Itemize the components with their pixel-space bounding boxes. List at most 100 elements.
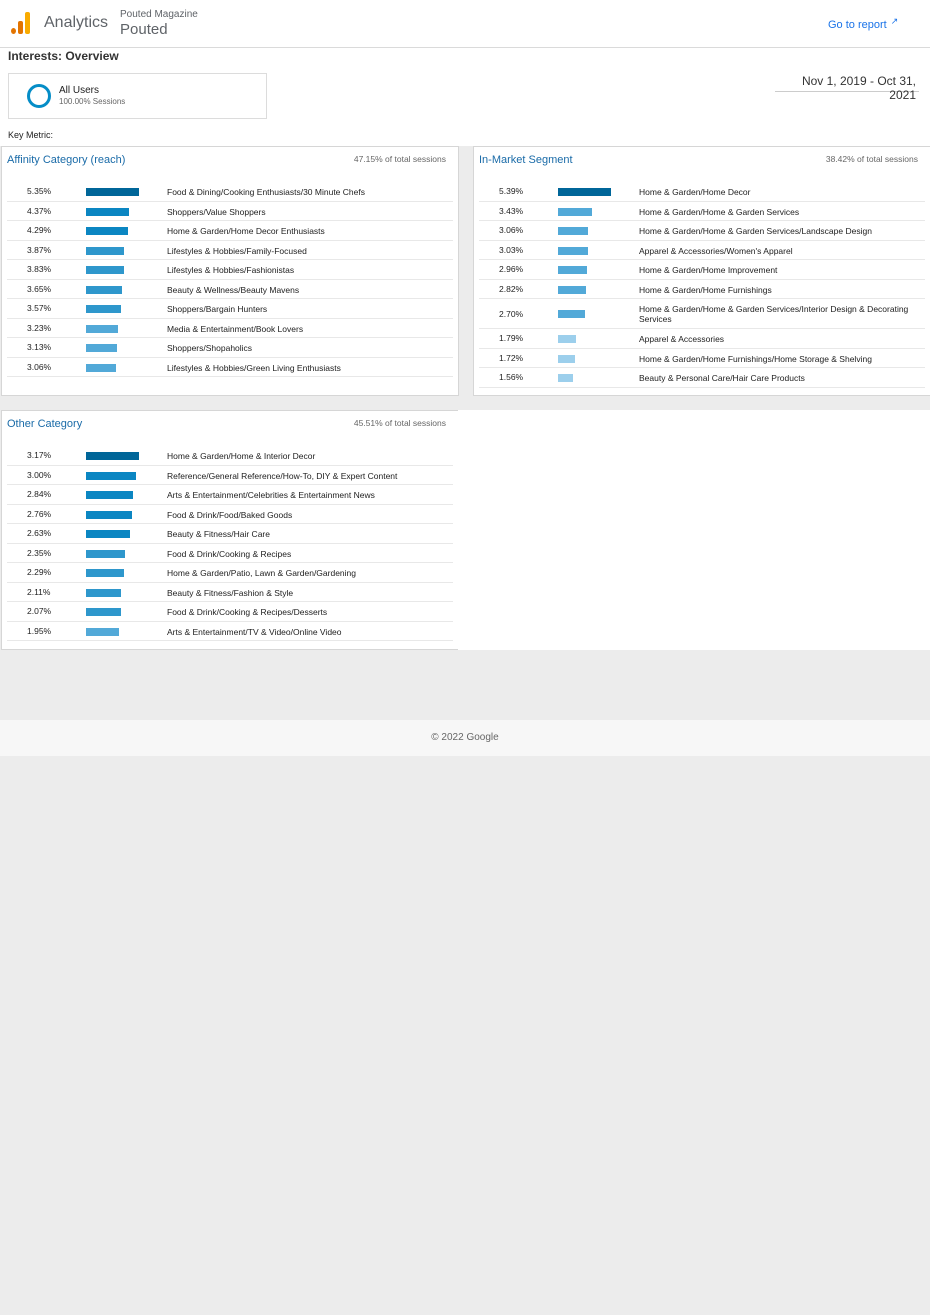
other-share: 45.51% of total sessions bbox=[353, 418, 446, 428]
row-label[interactable]: Beauty & Fitness/Hair Care bbox=[167, 529, 270, 539]
segment-card[interactable]: All Users 100.00% Sessions bbox=[8, 73, 267, 119]
table-row[interactable]: 5.35% Food & Dining/Cooking Enthusiasts/3… bbox=[7, 182, 453, 202]
row-label[interactable]: Shoppers/Shopaholics bbox=[167, 343, 253, 353]
table-row[interactable]: 2.29% Home & Garden/Patio, Lawn & Garden/… bbox=[7, 563, 453, 583]
row-percent: 2.29% bbox=[27, 567, 52, 577]
row-percent: 2.84% bbox=[27, 489, 52, 499]
row-percent: 1.72% bbox=[499, 352, 524, 363]
account-name: Pouted Magazine bbox=[120, 9, 198, 20]
row-label[interactable]: Food & Drink/Food/Baked Goods bbox=[167, 509, 293, 520]
table-row[interactable]: 5.39% Home & Garden/Home Decor bbox=[479, 182, 925, 202]
row-label[interactable]: Home & Garden/Home Furnishings bbox=[639, 284, 772, 295]
row-percent: 3.13% bbox=[27, 342, 52, 352]
table-row[interactable]: 4.29% Home & Garden/Home Decor Enthusiast… bbox=[7, 221, 453, 241]
row-label[interactable]: Beauty & Fitness/Fashion & Style bbox=[167, 587, 294, 598]
table-row[interactable]: 3.06% Home & Garden/Home & Garden Service… bbox=[479, 221, 925, 241]
table-row[interactable]: 3.17% Home & Garden/Home & Interior Decor bbox=[7, 446, 453, 466]
row-bar bbox=[558, 354, 575, 363]
row-bar bbox=[86, 491, 133, 499]
row-label[interactable]: Food & Drink/Cooking & Recipes/Desserts bbox=[167, 607, 328, 617]
row-label[interactable]: Home & Garden/Home Improvement bbox=[639, 265, 778, 275]
row-percent: 3.57% bbox=[27, 303, 52, 313]
table-row[interactable]: 3.23% Media & Entertainment/Book Lovers bbox=[7, 319, 453, 338]
table-row[interactable]: 4.37% Shoppers/Value Shoppers bbox=[7, 202, 453, 221]
table-row[interactable]: 2.96% Home & Garden/Home Improvement bbox=[479, 260, 925, 280]
inmarket-panel: In-Market Segment 38.42% of total sessio… bbox=[473, 146, 930, 396]
row-bar bbox=[86, 569, 124, 577]
product-name[interactable]: Analytics bbox=[44, 14, 109, 31]
row-label[interactable]: Lifestyles & Hobbies/Green Living Enthus… bbox=[167, 362, 341, 373]
table-row[interactable]: 3.43% Home & Garden/Home & Garden Service… bbox=[479, 202, 925, 221]
row-bar bbox=[86, 471, 136, 480]
row-bar bbox=[86, 627, 119, 636]
table-row[interactable]: 2.63% Beauty & Fitness/Hair Care bbox=[7, 524, 453, 544]
affinity-rows: 5.35% Food & Dining/Cooking Enthusiasts/3… bbox=[7, 182, 453, 377]
row-label[interactable]: Home & Garden/Home Decor bbox=[639, 187, 751, 197]
row-label[interactable]: Apparel & Accessories/Women's Apparel bbox=[639, 245, 793, 256]
row-bar bbox=[86, 588, 121, 597]
row-label[interactable]: Home & Garden/Home Decor Enthusiasts bbox=[167, 226, 325, 236]
segment-ring-icon bbox=[27, 84, 51, 108]
row-label[interactable]: Food & Drink/Cooking & Recipes bbox=[167, 548, 292, 559]
row-label[interactable]: Home & Garden/Home & Interior Decor bbox=[167, 451, 316, 461]
row-label[interactable]: Home & Garden/Home & Garden Services/Int… bbox=[639, 304, 909, 324]
row-percent: 3.65% bbox=[27, 283, 52, 294]
table-row[interactable]: 2.70% Home & Garden/Home & Garden Service… bbox=[479, 299, 925, 329]
table-row[interactable]: 2.84% Arts & Entertainment/Celebrities & … bbox=[7, 485, 453, 505]
row-label[interactable]: Media & Entertainment/Book Lovers bbox=[167, 323, 304, 334]
inmarket-panel-title[interactable]: In-Market Segment bbox=[479, 154, 573, 166]
table-row[interactable]: 3.13% Shoppers/Shopaholics bbox=[7, 338, 453, 358]
table-row[interactable]: 3.06% Lifestyles & Hobbies/Green Living E… bbox=[7, 358, 453, 377]
row-percent: 2.70% bbox=[499, 309, 524, 319]
property-name[interactable]: Pouted bbox=[120, 21, 168, 38]
row-percent: 2.07% bbox=[27, 606, 52, 616]
affinity-panel-title[interactable]: Affinity Category (reach) bbox=[7, 154, 126, 166]
other-panel-title[interactable]: Other Category bbox=[7, 418, 83, 430]
analytics-logo-icon[interactable] bbox=[11, 12, 33, 34]
table-row[interactable]: 3.83% Lifestyles & Hobbies/Fashionistas bbox=[7, 260, 453, 280]
row-label[interactable]: Home & Garden/Patio, Lawn & Garden/Garde… bbox=[167, 568, 356, 578]
table-row[interactable]: 2.11% Beauty & Fitness/Fashion & Style bbox=[7, 583, 453, 602]
table-row[interactable]: 3.65% Beauty & Wellness/Beauty Mavens bbox=[7, 280, 453, 299]
row-percent: 3.83% bbox=[27, 264, 52, 274]
row-label[interactable]: Beauty & Wellness/Beauty Mavens bbox=[167, 284, 300, 295]
table-row[interactable]: 2.76% Food & Drink/Food/Baked Goods bbox=[7, 505, 453, 524]
date-range-picker[interactable]: Nov 1, 2019 - Oct 31, 2021 bbox=[775, 74, 919, 102]
row-percent: 3.06% bbox=[27, 361, 52, 372]
row-label[interactable]: Food & Dining/Cooking Enthusiasts/30 Min… bbox=[167, 187, 365, 197]
row-bar bbox=[558, 310, 585, 318]
table-row[interactable]: 3.57% Shoppers/Bargain Hunters bbox=[7, 299, 453, 319]
table-row[interactable]: 1.56% Beauty & Personal Care/Hair Care Pr… bbox=[479, 368, 925, 388]
row-label[interactable]: Apparel & Accessories bbox=[639, 334, 725, 344]
table-row[interactable]: 2.82% Home & Garden/Home Furnishings bbox=[479, 280, 925, 299]
table-row[interactable]: 2.07% Food & Drink/Cooking & Recipes/Dess… bbox=[7, 602, 453, 622]
row-percent: 5.39% bbox=[499, 186, 524, 196]
row-label[interactable]: Shoppers/Bargain Hunters bbox=[167, 304, 268, 314]
table-row[interactable]: 3.87% Lifestyles & Hobbies/Family-Focused bbox=[7, 241, 453, 260]
row-bar bbox=[86, 246, 124, 255]
row-label[interactable]: Lifestyles & Hobbies/Family-Focused bbox=[167, 245, 307, 256]
go-to-report-link[interactable]: Go to report ↗ bbox=[828, 16, 898, 31]
row-label[interactable]: Home & Garden/Home & Garden Services bbox=[639, 206, 800, 217]
report-header: Interests: Overview All Users 100.00% Se… bbox=[0, 48, 930, 146]
row-label[interactable]: Reference/General Reference/How-To, DIY … bbox=[167, 470, 398, 481]
row-label[interactable]: Shoppers/Value Shoppers bbox=[167, 206, 266, 217]
row-bar bbox=[86, 510, 132, 519]
table-row[interactable]: 1.95% Arts & Entertainment/TV & Video/Onl… bbox=[7, 622, 453, 641]
row-bar bbox=[558, 335, 576, 343]
row-label[interactable]: Arts & Entertainment/Celebrities & Enter… bbox=[167, 490, 375, 500]
row-label[interactable]: Home & Garden/Home Furnishings/Home Stor… bbox=[639, 353, 872, 364]
external-link-icon: ↗ bbox=[890, 16, 899, 26]
row-label[interactable]: Arts & Entertainment/TV & Video/Online V… bbox=[167, 626, 342, 637]
table-row[interactable]: 2.35% Food & Drink/Cooking & Recipes bbox=[7, 544, 453, 563]
table-row[interactable]: 3.03% Apparel & Accessories/Women's Appar… bbox=[479, 241, 925, 260]
row-percent: 2.96% bbox=[499, 264, 524, 274]
table-row[interactable]: 1.72% Home & Garden/Home Furnishings/Home… bbox=[479, 349, 925, 368]
row-label[interactable]: Home & Garden/Home & Garden Services/Lan… bbox=[639, 226, 872, 236]
row-label[interactable]: Lifestyles & Hobbies/Fashionistas bbox=[167, 265, 295, 275]
table-row[interactable]: 1.79% Apparel & Accessories bbox=[479, 329, 925, 349]
row-bar bbox=[86, 324, 118, 333]
row-label[interactable]: Beauty & Personal Care/Hair Care Product… bbox=[639, 373, 805, 383]
table-row[interactable]: 3.00% Reference/General Reference/How-To,… bbox=[7, 466, 453, 485]
row-percent: 3.87% bbox=[27, 244, 52, 255]
